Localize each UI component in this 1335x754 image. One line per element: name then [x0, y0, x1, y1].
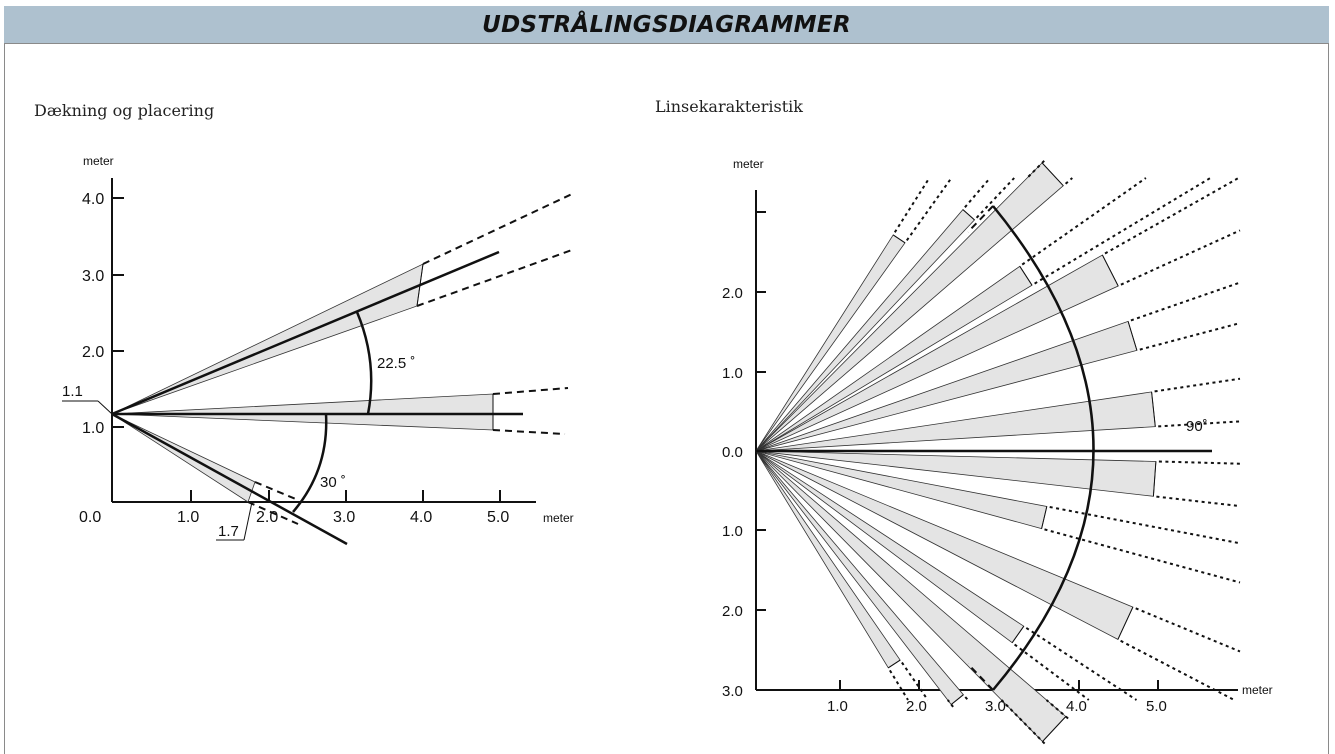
- right-panel-heading: Linsekarakteristik: [655, 97, 803, 116]
- near-distance-label: 1.7: [218, 523, 239, 540]
- right-x-unit: meter: [1242, 683, 1273, 697]
- page-title: UDSTRÅLINGSDIAGRAMMER: [482, 11, 851, 38]
- right-x-tick-label: 4.0: [1066, 698, 1087, 715]
- upper-beam-axis: [111, 250, 500, 416]
- angle-arc-22-5: [355, 311, 373, 415]
- left-x-tick-label: 3.0: [333, 509, 355, 526]
- lens-beam-extension: [1026, 160, 1045, 179]
- lens-beam-edge: [1041, 162, 1064, 187]
- lens-beam: [755, 234, 906, 452]
- lens-beam-extension: [901, 661, 929, 701]
- left-y-ticks: [112, 197, 124, 428]
- lens-beam-edge: [1152, 461, 1157, 497]
- lens-beam-extension: [893, 177, 931, 233]
- right-y-tick-label: 2.0: [722, 603, 743, 620]
- angle-label-90: 90˚: [1186, 418, 1208, 435]
- left-y-tick-label: 2.0: [82, 344, 104, 361]
- lens-beam-extension: [964, 696, 969, 701]
- lens-beam-extension: [1135, 607, 1241, 653]
- angle-arc-30: [292, 413, 328, 513]
- lens-beam-extension: [1156, 495, 1241, 508]
- lens-beam-extension: [964, 177, 991, 208]
- lens-beam-extension: [1034, 177, 1211, 285]
- lens-beam-edge: [1101, 254, 1119, 287]
- coverage-diagram: meter 4.0 3.0 2.0 1.0 0.0 1.0 2.0 3.0 4.…: [62, 154, 574, 546]
- lens-beam-extension: [947, 699, 954, 708]
- right-x-tick-label: 2.0: [906, 698, 927, 715]
- left-x-tick-label: 2.0: [256, 509, 278, 526]
- right-x-tick-label: 5.0: [1146, 698, 1167, 715]
- right-x-tick-label: 3.0: [985, 698, 1006, 715]
- lens-beam-extension: [1120, 229, 1241, 286]
- lens-beam-edge: [1117, 606, 1134, 640]
- right-y-tick-label: 2.0: [722, 285, 743, 302]
- lens-beam-extension: [1158, 420, 1241, 428]
- lens-beam-edge: [1042, 716, 1067, 742]
- lens-beam-extension: [1045, 699, 1069, 720]
- lens-beam-extension: [1104, 177, 1239, 255]
- right-y-center-label: 0.0: [722, 444, 743, 461]
- lens-beam-edge: [1151, 391, 1156, 427]
- lens-beam-extension: [1158, 460, 1241, 465]
- lens-beam-edge: [1011, 625, 1025, 643]
- coverage-arc: [992, 205, 1095, 691]
- lens-beam-edge: [950, 694, 964, 705]
- left-x-tick-label: 1.0: [177, 509, 199, 526]
- mount-height-label: 1.1: [62, 383, 83, 400]
- lens-beam-extension: [975, 177, 1015, 219]
- lens-beam-extension: [1025, 627, 1138, 701]
- lens-beam-edge: [1127, 321, 1138, 351]
- left-y-unit: meter: [83, 154, 114, 168]
- lens-beam-extension: [1014, 643, 1090, 701]
- left-y-tick-label: 1.0: [82, 420, 104, 437]
- left-x-ticks: [190, 490, 501, 502]
- left-x-unit: meter: [543, 511, 574, 525]
- angle-label-upper: 22.5 ˚: [377, 355, 415, 372]
- right-y-tick-label: 3.0: [722, 683, 743, 700]
- lens-beams: [755, 160, 1241, 745]
- lens-beam-extension: [1064, 177, 1073, 185]
- lens-beam-extension: [889, 669, 909, 701]
- lens-beam-extension: [1044, 528, 1241, 584]
- right-y-unit: meter: [733, 157, 764, 171]
- lens-beam-edge: [888, 659, 901, 669]
- lens-beam-extension: [1130, 281, 1241, 322]
- lens-beam-extension: [1154, 377, 1241, 393]
- lens-beam-extension: [1139, 322, 1241, 351]
- right-y-tick-label: 1.0: [722, 523, 743, 540]
- lens-beam-edge: [892, 234, 906, 244]
- right-y-ticks: [756, 211, 766, 611]
- lens-beam-extension: [1021, 177, 1147, 266]
- left-x-tick-label: 5.0: [487, 509, 509, 526]
- lower-beam-axis: [111, 412, 348, 546]
- lens-beam-edge: [1019, 266, 1033, 286]
- right-x-tick-label: 1.0: [827, 698, 848, 715]
- lens-beam-edge: [1041, 506, 1048, 529]
- left-y-tick-label: 3.0: [82, 268, 104, 285]
- middle-beam: [111, 393, 494, 431]
- lens-beam-edge: [962, 209, 975, 221]
- angle-label-lower: 30 ˚: [320, 474, 346, 491]
- right-y-tick-label: 1.0: [722, 365, 743, 382]
- lens-characteristic-diagram: meter 2.0 1.0 0.0 1.0 2.0 3.0 1.0 2.0 3.…: [722, 157, 1273, 745]
- left-panel-heading: Dækning og placering: [34, 101, 215, 120]
- left-x-tick-label: 4.0: [410, 509, 432, 526]
- title-bar: UDSTRÅLINGSDIAGRAMMER: [4, 6, 1329, 44]
- left-y-tick-label: 4.0: [82, 191, 104, 208]
- lens-beam-extension: [1120, 639, 1235, 701]
- left-origin-label: 0.0: [79, 509, 101, 526]
- upper-beam: [111, 263, 424, 415]
